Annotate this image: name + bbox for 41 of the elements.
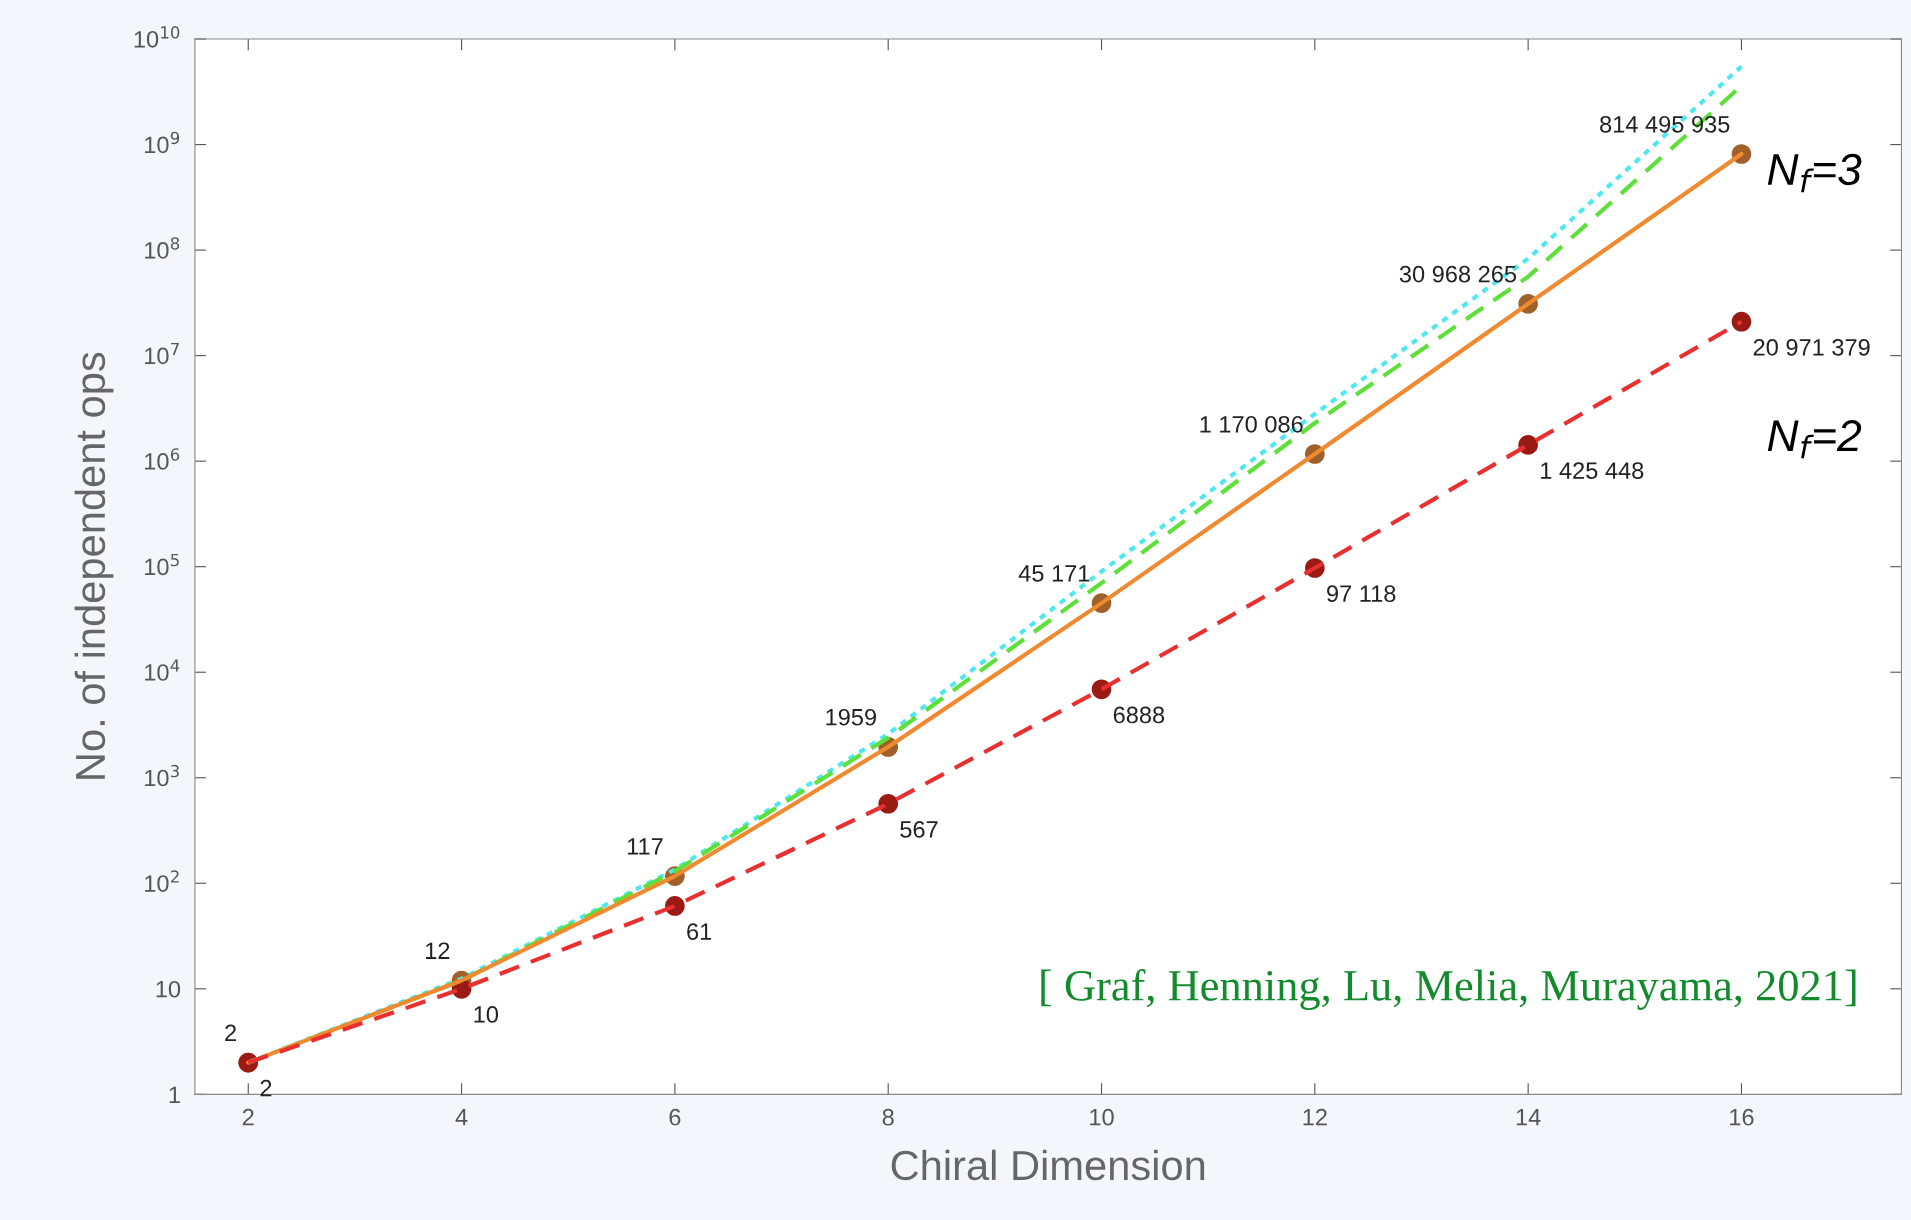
y-tick-label: 10$^{9}$ — [145, 131, 180, 154]
annotation: [ Graf, Henning, Lu, Melia, Murayama, 2021] — [1041, 969, 1856, 1010]
data-label: 117 — [627, 838, 663, 855]
series-label: N$_{f}$=3 — [1767, 153, 1862, 193]
data-label: 2 — [225, 1024, 236, 1042]
y-axis-title: No. of independent ops — [74, 352, 114, 779]
data-label: 567 — [900, 821, 938, 838]
x-tick-label: 16 — [1730, 1108, 1754, 1126]
x-tick-label: 14 — [1516, 1109, 1541, 1126]
y-tick-label: 10$^{4}$ — [145, 659, 180, 681]
data-label: 6888 — [1113, 706, 1165, 724]
data-label: 2 — [260, 1079, 272, 1097]
x-tick-label: 4 — [455, 1109, 468, 1126]
x-tick-label: 6 — [669, 1108, 681, 1126]
data-label: 12 — [426, 942, 450, 959]
point — [1731, 311, 1752, 332]
y-tick-label: 10$^{6}$ — [145, 448, 180, 470]
data-label: 30 968 265 — [1399, 265, 1517, 283]
y-tick-label: 10$^{5}$ — [145, 554, 179, 576]
data-label: 97 118 — [1327, 585, 1396, 603]
y-tick-label: 10$^{3}$ — [145, 764, 179, 787]
x-tick-label: 10 — [1090, 1108, 1114, 1126]
data-label: 1 425 448 — [1541, 462, 1644, 479]
x-tick-label: 2 — [242, 1108, 254, 1126]
data-label: 10 — [474, 1006, 499, 1023]
y-tick-label: 10$^{10}$ — [134, 26, 180, 48]
data-label: 45 171 — [1018, 565, 1090, 582]
y-tick-label: 1 — [169, 1086, 180, 1103]
data-label: 814 495 935 — [1600, 115, 1730, 133]
x-tick-label: 8 — [882, 1108, 894, 1126]
y-tick-label: 10$^{7}$ — [145, 342, 179, 365]
data-label: 1 170 086 — [1200, 415, 1303, 433]
data-label: 61 — [687, 923, 712, 940]
y-tick-label: 10$^{8}$ — [145, 237, 180, 259]
y-tick-label: 10 — [156, 980, 181, 998]
text: N$_{f}$=2 — [1767, 420, 1862, 459]
x-axis-title: Chiral Dimension — [891, 1149, 1205, 1181]
y-tick-label: 10$^{2}$ — [145, 870, 179, 892]
x-tick-label: 12 — [1303, 1108, 1327, 1126]
data-label: 1959 — [826, 708, 876, 726]
data-label: 20 971 379 — [1753, 338, 1870, 356]
